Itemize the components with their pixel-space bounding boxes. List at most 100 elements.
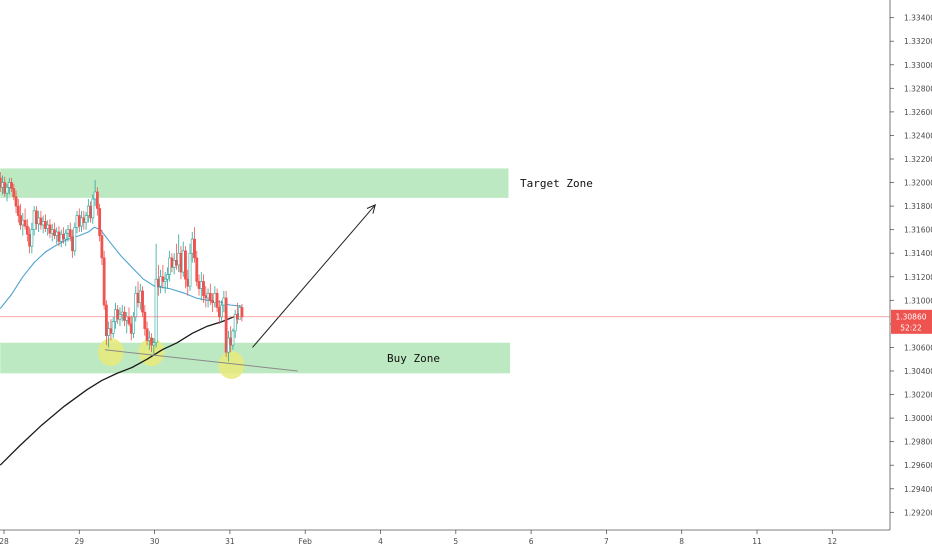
x-tick-label: 8	[679, 537, 684, 546]
candle-body	[166, 274, 169, 280]
candle-down	[202, 274, 205, 303]
y-tick-label: 1.33000	[904, 61, 932, 70]
candle-down	[224, 290, 228, 357]
candle-down	[95, 187, 99, 216]
candle-up	[154, 243, 158, 348]
current-price-badge: 1.30860 52:22	[891, 309, 932, 334]
x-tick-label: 29	[75, 537, 85, 546]
x-tick-label: 31	[225, 537, 235, 546]
candle-body	[59, 234, 63, 242]
candle-body	[215, 292, 219, 308]
target-zone-label: Target Zone	[520, 177, 593, 190]
y-tick-label: 1.32600	[904, 108, 932, 117]
candle-down	[34, 206, 38, 230]
candle-body	[77, 215, 81, 227]
candle-body	[188, 252, 192, 287]
candle-body	[91, 198, 95, 219]
y-tick-label: 1.32200	[904, 155, 932, 164]
candle-body	[240, 307, 244, 318]
candle-body	[16, 205, 20, 216]
candle-up	[188, 243, 192, 291]
moving-average-layer	[0, 226, 243, 466]
candle-body	[25, 225, 29, 235]
x-tick-label: 6	[529, 537, 534, 546]
candle-body	[129, 323, 133, 334]
candle-body	[163, 278, 167, 282]
candle-body	[114, 309, 117, 322]
x-axis[interactable]: 28 29 30 31 Feb 4 5 6 7 8 11 12	[0, 530, 837, 546]
candle-body	[147, 337, 151, 341]
candle-up	[233, 309, 237, 339]
fast-moving-average-line	[0, 226, 242, 309]
x-tick-label: 30	[150, 537, 160, 546]
slow-moving-average-line	[0, 311, 243, 466]
x-tick-label: 11	[752, 537, 762, 546]
candle-up	[30, 222, 34, 254]
candle-body	[179, 252, 183, 273]
candle-body	[32, 210, 36, 230]
candle-down	[195, 250, 199, 287]
candle-body	[10, 182, 13, 189]
candle-body	[238, 307, 242, 320]
candle-body	[145, 328, 149, 341]
y-tick-label: 1.31000	[904, 296, 932, 305]
candle-body	[154, 278, 158, 344]
candle-down	[215, 288, 219, 313]
candle-body	[168, 257, 172, 275]
touch-marker	[97, 338, 124, 367]
bar-countdown-label: 52:22	[900, 323, 922, 332]
candle-body	[55, 231, 59, 236]
candle-body	[68, 229, 72, 238]
candle-body	[224, 297, 228, 353]
projection-arrow-line	[252, 204, 376, 348]
candle-body	[141, 290, 144, 313]
candle-up	[73, 222, 77, 256]
candle-down	[193, 227, 196, 263]
candle-body	[116, 309, 120, 320]
candle-body	[143, 311, 147, 329]
x-tick-label: Feb	[299, 537, 313, 546]
candle-body	[109, 328, 113, 334]
candle-body	[44, 221, 47, 229]
candle-body	[226, 337, 230, 353]
candle-body	[120, 311, 124, 315]
y-tick-label: 1.31800	[904, 202, 932, 211]
candle-body	[64, 232, 68, 240]
candle-body	[23, 219, 27, 227]
candle-down	[145, 321, 149, 346]
candle-body	[132, 316, 135, 334]
y-axis[interactable]: 1.29200 1.29400 1.29600 1.29800 1.30000 1.302…	[890, 14, 932, 518]
y-tick-label: 1.31400	[904, 249, 932, 258]
candle-body	[156, 278, 160, 287]
candle-body	[222, 297, 226, 306]
candle-body	[12, 188, 16, 197]
y-tick-label: 1.30400	[904, 367, 932, 376]
zone-label-layer: Target Zone Buy Zone	[387, 177, 593, 365]
candle-down	[208, 283, 212, 306]
candle-body	[211, 300, 214, 303]
candle-down	[23, 208, 27, 230]
candle-body	[136, 292, 140, 303]
candle-body	[190, 238, 194, 254]
candle-down	[184, 246, 187, 289]
y-tick-label: 1.29400	[904, 485, 932, 494]
candle-body	[102, 257, 106, 306]
candle-body	[7, 182, 11, 188]
candle-up	[166, 267, 169, 289]
candle-body	[150, 337, 153, 346]
candle-up	[231, 328, 235, 350]
candle-down	[100, 229, 104, 265]
x-tick-label: 28	[0, 537, 9, 546]
current-price-label: 1.30860	[895, 312, 926, 321]
candle-body	[193, 238, 196, 259]
candle-body	[19, 215, 22, 226]
candle-up	[64, 229, 68, 247]
candle-body	[134, 292, 138, 318]
candle-layer	[0, 171, 244, 362]
y-tick-label: 1.29200	[904, 508, 932, 517]
candle-up	[5, 183, 9, 202]
candle-body	[105, 304, 108, 336]
candle-body	[177, 252, 181, 266]
